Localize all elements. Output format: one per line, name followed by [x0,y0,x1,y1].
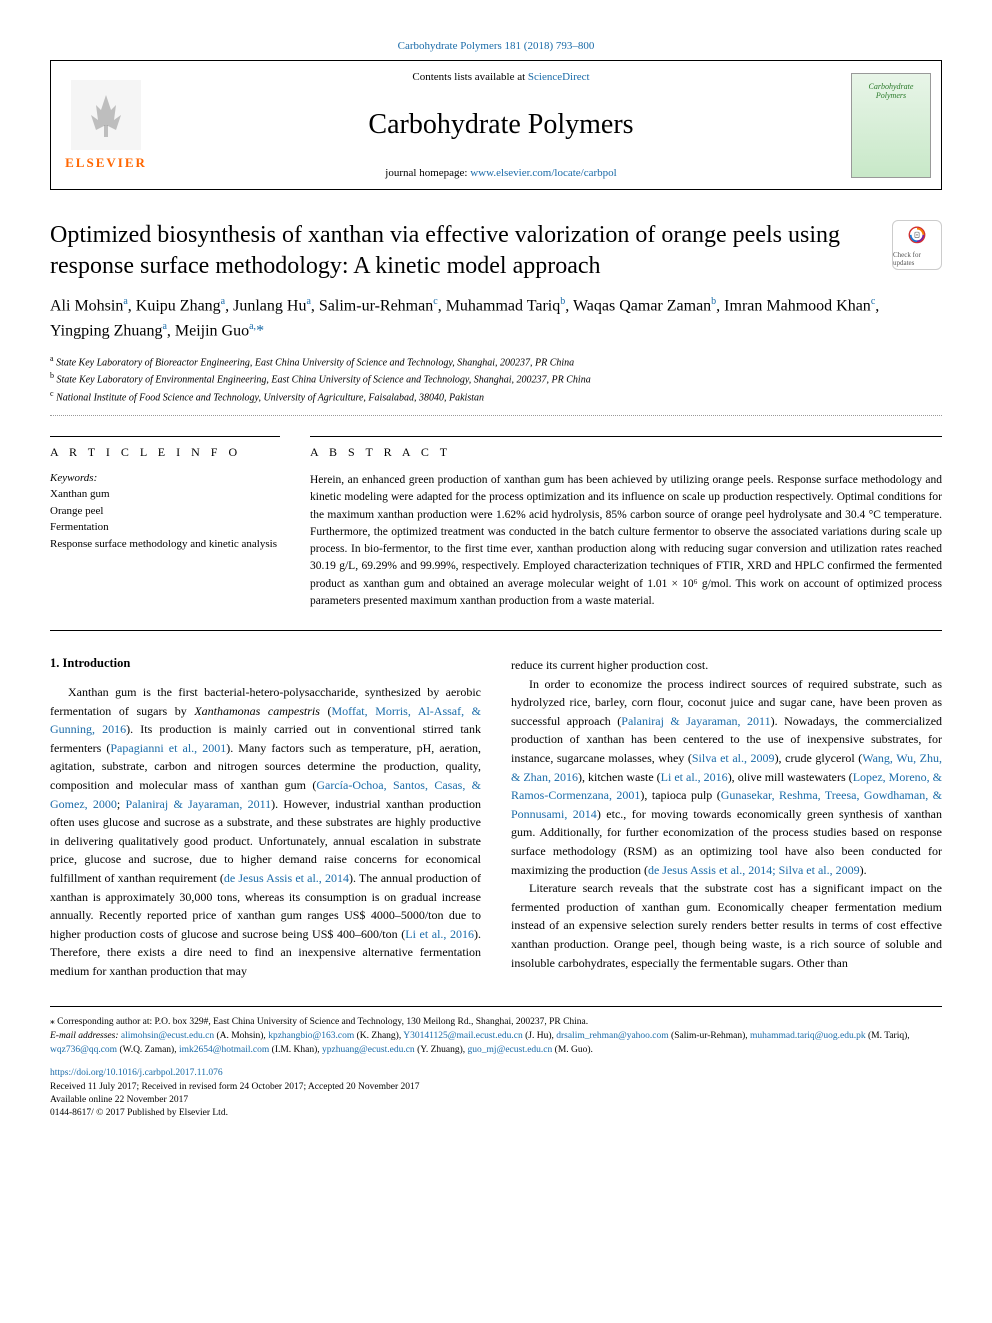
affiliations: a State Key Laboratory of Bioreactor Eng… [50,353,942,416]
elsevier-tree-icon [71,80,141,150]
left-column: 1. Introduction Xanthan gum is the first… [50,656,481,981]
sciencedirect-link[interactable]: ScienceDirect [528,71,590,83]
corresponding-author-note: ⁎ Corresponding author at: P.O. box 329#… [50,1015,942,1029]
introduction-heading: 1. Introduction [50,656,481,671]
doi-link[interactable]: https://doi.org/10.1016/j.carbpol.2017.1… [50,1068,223,1078]
right-column-text: reduce its current higher production cos… [511,656,942,972]
journal-cover: Carbohydrate Polymers [841,61,941,189]
doi-block: https://doi.org/10.1016/j.carbpol.2017.1… [50,1067,942,1120]
article-info-heading: A R T I C L E I N F O [50,436,280,460]
right-column: reduce its current higher production cos… [511,656,942,981]
abstract-heading: A B S T R A C T [310,436,942,460]
cover-thumbnail: Carbohydrate Polymers [851,73,931,178]
footnotes: ⁎ Corresponding author at: P.O. box 329#… [50,1006,942,1058]
elsevier-wordmark: ELSEVIER [65,155,147,171]
journal-name: Carbohydrate Polymers [368,109,633,141]
elsevier-logo: ELSEVIER [51,61,161,189]
journal-homepage-link[interactable]: www.elsevier.com/locate/carbpol [470,167,617,179]
top-citation: Carbohydrate Polymers 181 (2018) 793–800 [50,40,942,52]
journal-homepage: journal homepage: www.elsevier.com/locat… [385,167,616,179]
available-online: Available online 22 November 2017 [50,1095,188,1105]
abstract: A B S T R A C T Herein, an enhanced gree… [310,436,942,610]
check-updates-icon [903,223,931,251]
author-list: Ali Mohsina, Kuipu Zhanga, Junlang Hua, … [50,294,942,343]
header-center: Contents lists available at ScienceDirec… [161,61,841,189]
top-citation-link[interactable]: Carbohydrate Polymers 181 (2018) 793–800 [398,40,595,52]
abstract-text: Herein, an enhanced green production of … [310,472,942,610]
check-updates-badge[interactable]: Check for updates [892,220,942,270]
article-title: Optimized biosynthesis of xanthan via ef… [50,220,877,282]
contents-available: Contents lists available at ScienceDirec… [412,71,589,83]
left-column-text: Xanthan gum is the first bacterial-heter… [50,683,481,981]
body-columns: 1. Introduction Xanthan gum is the first… [50,656,942,981]
journal-header: ELSEVIER Contents lists available at Sci… [50,60,942,190]
keywords-list: Xanthan gumOrange peelFermentationRespon… [50,486,280,552]
article-info: A R T I C L E I N F O Keywords: Xanthan … [50,436,280,610]
copyright-line: 0144-8617/ © 2017 Published by Elsevier … [50,1108,228,1118]
email-addresses: E-mail addresses: alimohsin@ecust.edu.cn… [50,1029,942,1058]
received-dates: Received 11 July 2017; Received in revis… [50,1082,420,1092]
keywords-label: Keywords: [50,472,280,484]
